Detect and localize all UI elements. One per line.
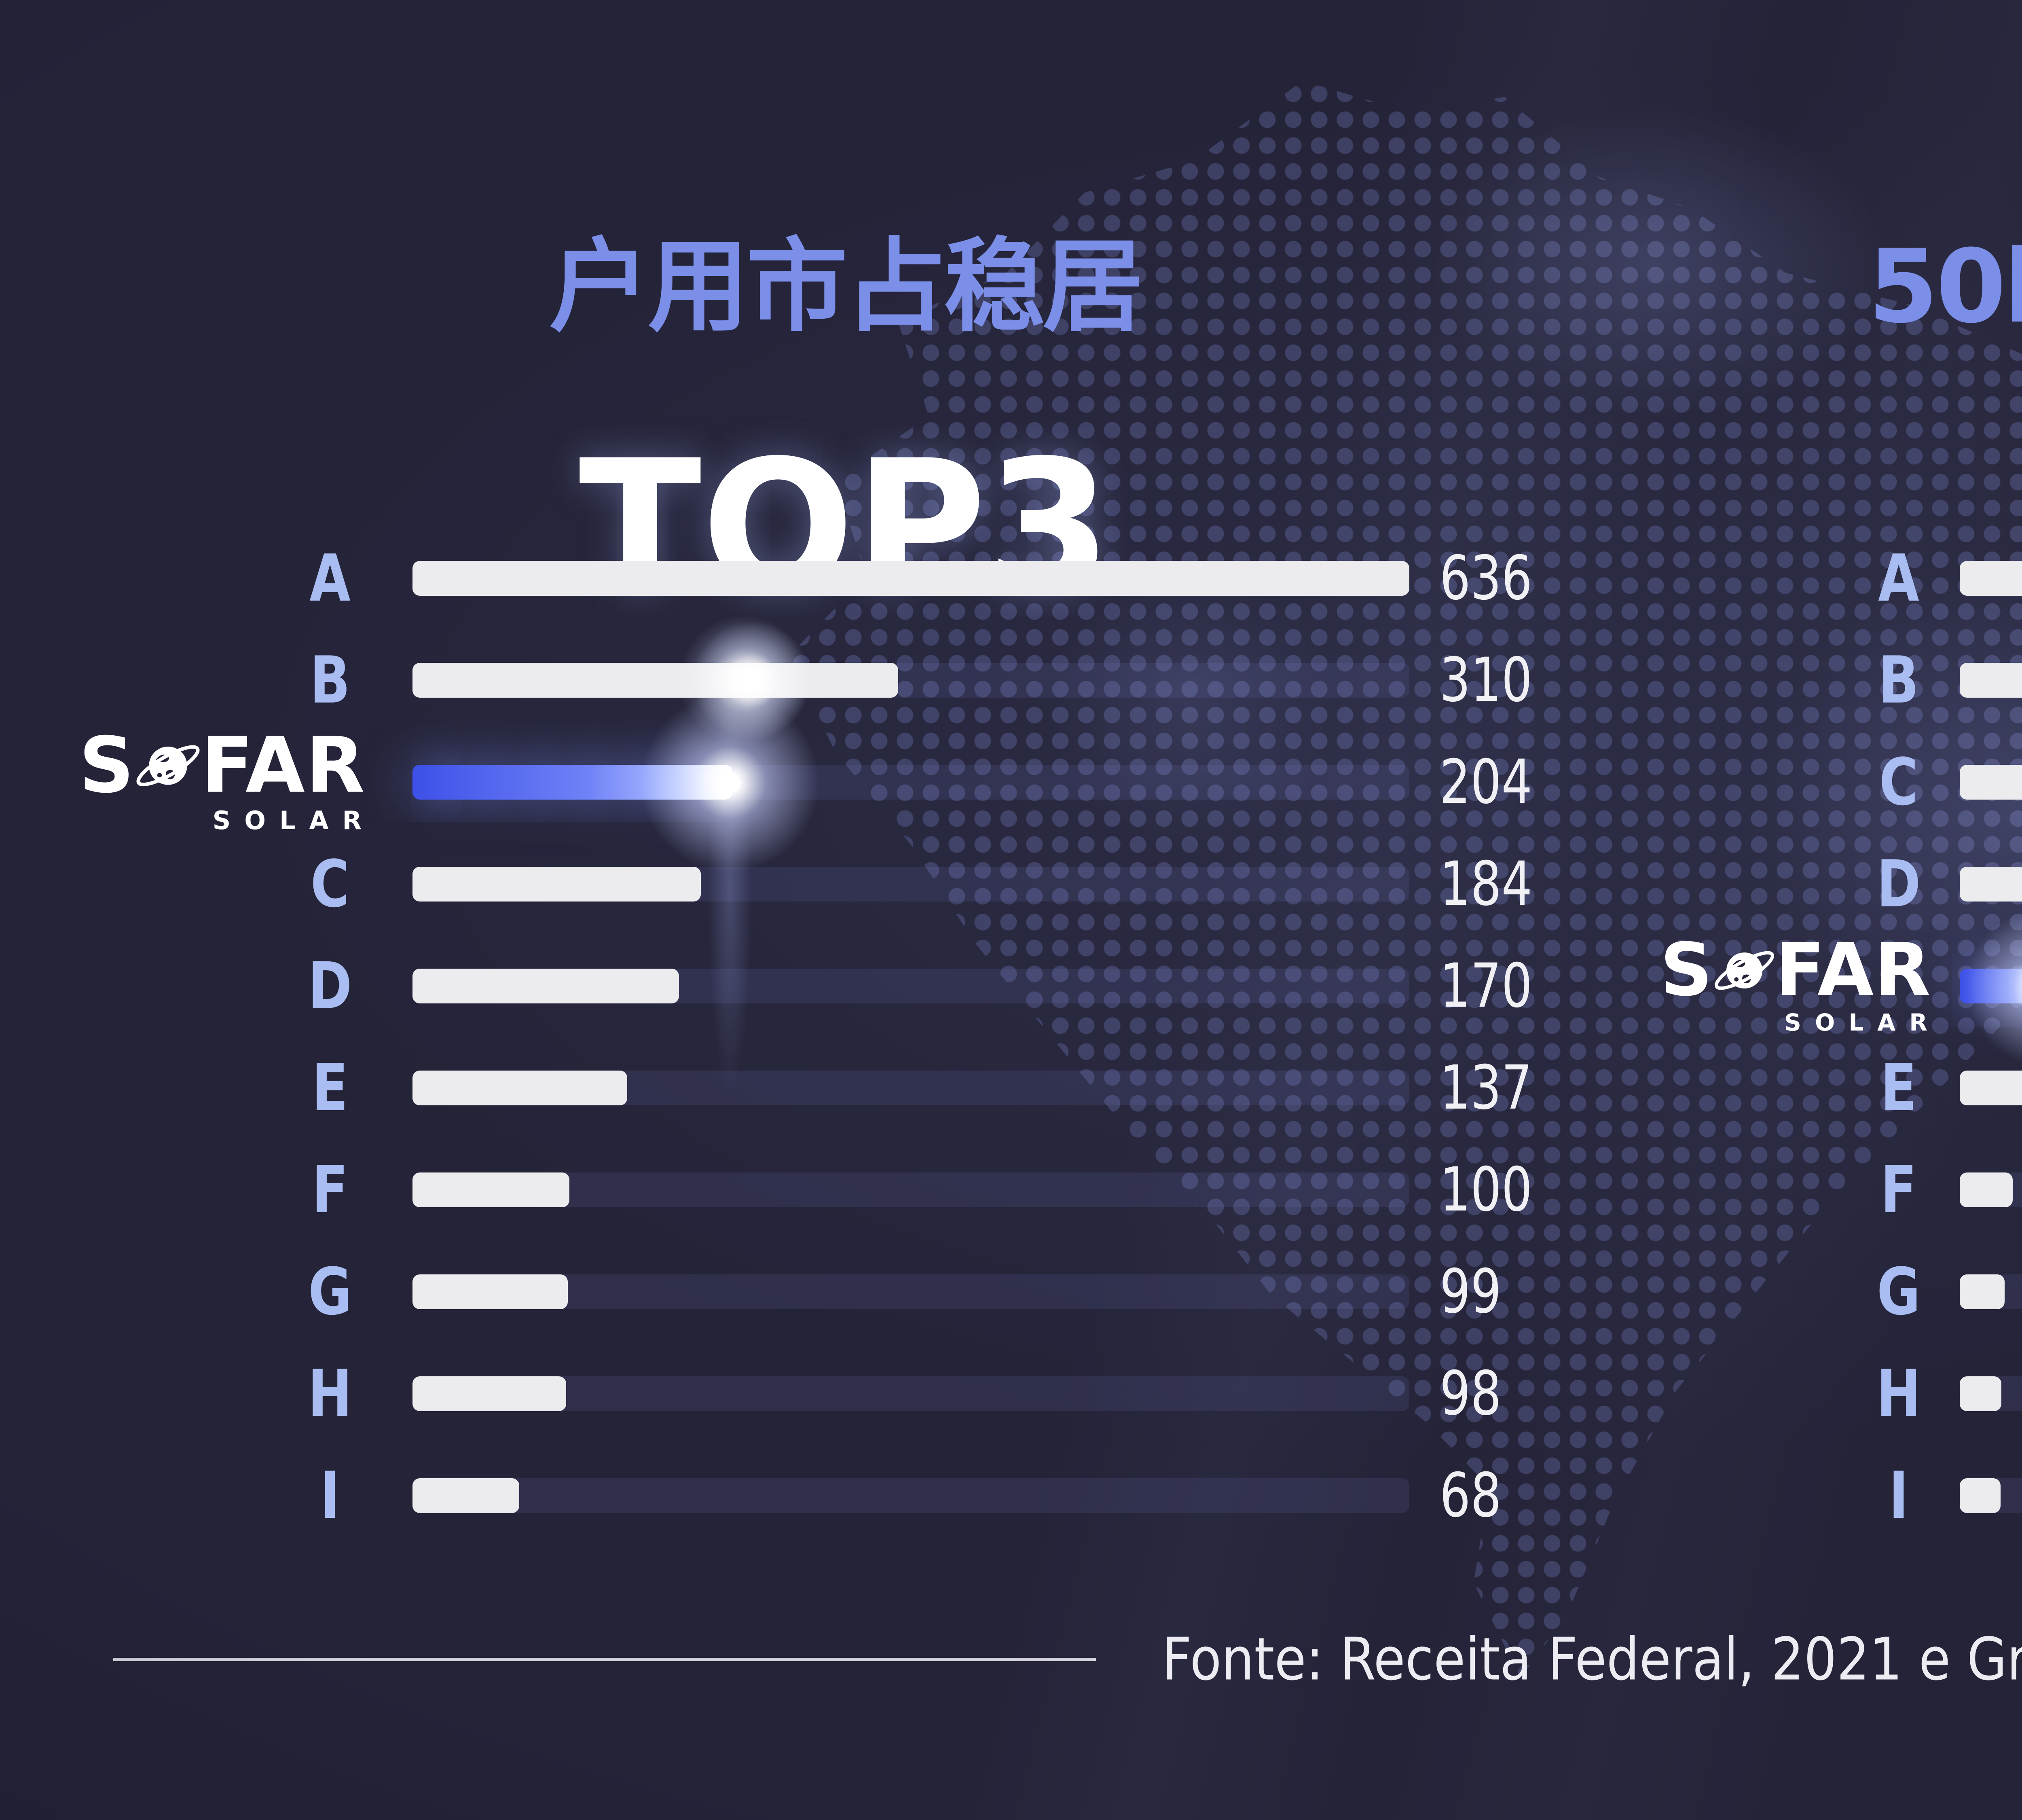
row-label: E <box>1880 1050 1917 1126</box>
bar-track <box>1960 867 2022 902</box>
bar-track <box>1960 1478 2022 1513</box>
bar-fill <box>1960 867 2022 902</box>
bar-track <box>1960 969 2022 1003</box>
bar-fill <box>1960 663 2022 698</box>
bar-fill <box>1960 1478 2001 1513</box>
row-label: I <box>1889 1458 1909 1533</box>
bar-fill <box>1960 1376 2001 1411</box>
bar-fill <box>1960 1172 2013 1207</box>
bar-track <box>1960 663 2022 698</box>
bar-fill <box>1960 1071 2022 1105</box>
bar-track <box>1960 1376 2022 1411</box>
source-note: Fonte: Receita Federal, 2021 e Greener <box>1162 1625 2022 1694</box>
bar-fill <box>1960 1274 2005 1309</box>
bar-row-a: A1,567 <box>1818 546 2022 611</box>
row-label: F <box>1880 1152 1917 1227</box>
bar-row-e: E124 <box>1818 1056 2022 1120</box>
sofar-solar-logo: S FAR SOLAR <box>1660 934 1931 1035</box>
bar-row-g: G70 <box>1818 1259 2022 1324</box>
bar-track <box>1960 1071 2022 1105</box>
bar-rows-right: A1,567 B1,203 C511 D214 S FAR SOLAR 137 E124… <box>1660 546 2022 1532</box>
globe-orbit-icon <box>1714 951 1774 990</box>
bar-fill <box>1960 765 2022 800</box>
logo-text-far: FAR <box>1775 928 1931 1013</box>
chart-title-right: 50kW及以上电站市占稳居 <box>1868 227 2022 345</box>
bar-row-d: D214 <box>1818 852 2022 916</box>
bar-track <box>1960 561 2022 596</box>
bar-fill <box>1960 561 2022 596</box>
row-label: C <box>1879 744 1918 820</box>
bar-row-f: F83 <box>1818 1158 2022 1222</box>
row-label: D <box>1876 846 1921 922</box>
row-label: G <box>1877 1254 1920 1329</box>
logo-wordmark: S FAR <box>1660 934 1931 1007</box>
logo-text-s: S <box>1660 928 1713 1013</box>
bar-track <box>1960 1172 2022 1207</box>
bar-row-i: I64 <box>1818 1463 2022 1528</box>
bar-row-c: C511 <box>1818 750 2022 815</box>
bar-row-b: B1,203 <box>1818 648 2022 713</box>
bar-track <box>1960 1274 2022 1309</box>
logo-subtext: SOLAR <box>1784 1009 1941 1037</box>
bar-row-sofar: S FAR SOLAR 137 <box>1660 934 2022 1034</box>
row-label: A <box>1878 540 1919 616</box>
bar-row-h: H65 <box>1818 1361 2022 1426</box>
row-label: H <box>1876 1356 1921 1431</box>
bar-track <box>1960 765 2022 800</box>
row-label: B <box>1878 642 1919 718</box>
bar-fill-sofar <box>1960 969 2022 1003</box>
footer-divider-left <box>113 1658 1096 1661</box>
